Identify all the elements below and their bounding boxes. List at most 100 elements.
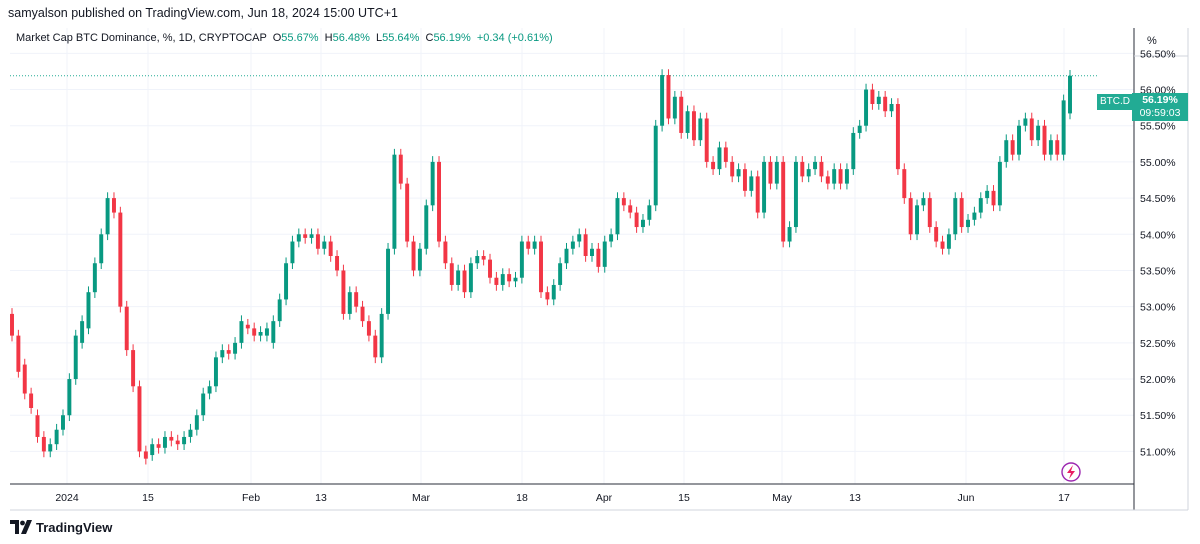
candle xyxy=(596,242,601,273)
candle xyxy=(1048,134,1053,161)
chart-legend: Market Cap BTC Dominance, %, 1D, CRYPTOC… xyxy=(16,32,553,44)
candle-body xyxy=(360,306,365,322)
time-tick-label: 15 xyxy=(142,492,154,504)
candle-body xyxy=(245,324,250,329)
candle-body xyxy=(258,332,263,336)
candle xyxy=(437,156,441,248)
candle xyxy=(233,337,238,360)
candle xyxy=(475,250,480,270)
candle xyxy=(35,409,40,443)
candle xyxy=(264,322,269,342)
candle xyxy=(749,170,754,197)
candle-body xyxy=(315,234,320,249)
price-tick-label: 51.50% xyxy=(1140,410,1176,422)
candle xyxy=(577,228,582,248)
candle xyxy=(806,163,811,183)
candle-body xyxy=(583,234,588,256)
candle xyxy=(679,90,684,139)
candle-body xyxy=(774,161,779,184)
footer-brand[interactable]: TradingView xyxy=(10,517,112,537)
candle xyxy=(290,235,295,270)
candle-body xyxy=(213,357,218,387)
candle-body xyxy=(927,198,932,228)
candle-body xyxy=(781,161,786,242)
candle-body xyxy=(749,176,754,191)
candle-body xyxy=(723,147,728,162)
candle-body xyxy=(615,198,620,235)
candle xyxy=(207,380,212,400)
candle-body xyxy=(169,436,174,441)
candle xyxy=(895,98,900,175)
candle-body xyxy=(207,386,212,394)
candle xyxy=(825,170,830,190)
candle-body xyxy=(679,96,684,133)
candle-body xyxy=(736,169,741,177)
candle xyxy=(997,156,1002,212)
candle-body xyxy=(602,241,607,267)
candle xyxy=(660,69,665,132)
candle-body xyxy=(634,212,639,228)
candle-body xyxy=(443,241,448,264)
candle-body xyxy=(717,147,722,170)
candle-body xyxy=(10,313,14,336)
candle xyxy=(883,90,888,118)
candle-body xyxy=(22,364,27,394)
candle-body xyxy=(188,429,193,437)
candle-body xyxy=(1004,140,1009,162)
time-tick-label: Feb xyxy=(242,492,260,504)
candle-body xyxy=(303,234,308,238)
candle-body xyxy=(883,96,888,112)
candle xyxy=(366,315,371,342)
candle xyxy=(940,235,945,255)
candle xyxy=(1036,119,1041,146)
candle xyxy=(641,214,645,233)
candle-body xyxy=(309,234,314,238)
candle-body xyxy=(698,118,703,141)
candle-body xyxy=(48,444,53,452)
candle xyxy=(430,156,435,212)
time-tick-label: 13 xyxy=(315,492,327,504)
price-tick-label: 52.00% xyxy=(1140,374,1176,386)
candle-body xyxy=(67,379,72,416)
candle-body xyxy=(793,161,798,228)
time-axis: 2024 15 Feb 13 Mar 18 Apr 15 May 13 Jun 17 xyxy=(55,492,1070,504)
candle-body xyxy=(519,241,524,278)
candle xyxy=(284,257,289,306)
candle-body xyxy=(545,292,550,300)
candle-body xyxy=(934,227,939,242)
candle-body xyxy=(156,444,161,448)
last-price-tag: 56.19% 09:59:03 xyxy=(1132,93,1188,121)
candle xyxy=(41,431,46,458)
candle-body xyxy=(864,89,869,126)
candle xyxy=(405,177,410,248)
candle xyxy=(621,192,626,212)
candle xyxy=(691,105,696,146)
candle-body xyxy=(889,104,894,112)
candle xyxy=(411,235,416,277)
tradingview-brand-text: TradingView xyxy=(36,519,113,535)
candle xyxy=(628,199,633,219)
candle xyxy=(558,257,563,291)
bar-countdown: 09:59:03 xyxy=(1139,107,1181,119)
candle-body xyxy=(685,111,690,133)
candle xyxy=(723,141,728,168)
candle-body xyxy=(844,169,849,184)
candle xyxy=(335,250,340,277)
price-tick-label: 55.00% xyxy=(1140,157,1176,169)
candle xyxy=(347,286,352,320)
candle xyxy=(10,308,14,342)
candle xyxy=(615,192,620,241)
candle-body xyxy=(239,321,244,343)
candle xyxy=(118,206,123,313)
candle xyxy=(1023,112,1028,132)
time-tick-label: Jun xyxy=(958,492,975,504)
time-tick-label: 18 xyxy=(516,492,528,504)
candle-body xyxy=(475,256,480,264)
candle xyxy=(150,438,155,461)
candle-body xyxy=(966,219,970,228)
scale-mode-button[interactable]: % xyxy=(1147,35,1157,47)
candle-body xyxy=(991,190,996,206)
lightning-icon[interactable] xyxy=(1061,462,1081,482)
candle xyxy=(379,308,384,364)
